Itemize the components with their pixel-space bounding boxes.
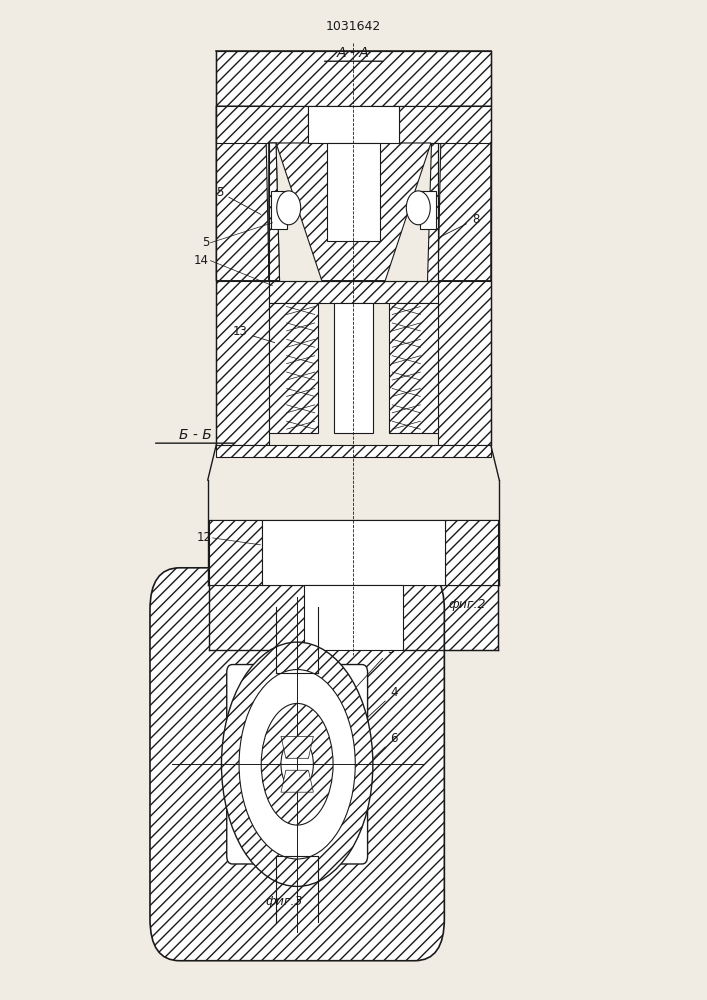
Text: 12: 12 <box>197 531 211 544</box>
Text: 5: 5 <box>201 236 209 249</box>
Polygon shape <box>445 520 498 585</box>
Ellipse shape <box>221 642 373 886</box>
Polygon shape <box>281 770 313 792</box>
Polygon shape <box>281 736 313 758</box>
Text: Б - Б: Б - Б <box>179 428 211 442</box>
Text: фиг.3: фиг.3 <box>265 895 303 908</box>
Polygon shape <box>403 585 498 650</box>
Text: 5: 5 <box>216 186 261 214</box>
Polygon shape <box>216 106 308 143</box>
Polygon shape <box>276 143 431 281</box>
Bar <box>304 585 403 650</box>
Ellipse shape <box>262 703 333 825</box>
Text: 14: 14 <box>194 254 209 267</box>
Bar <box>262 520 445 585</box>
Ellipse shape <box>239 670 355 859</box>
FancyBboxPatch shape <box>150 568 444 961</box>
Text: 8: 8 <box>322 607 387 645</box>
Text: А - А: А - А <box>337 46 370 60</box>
Ellipse shape <box>281 737 313 791</box>
Bar <box>421 191 436 229</box>
Polygon shape <box>269 281 438 303</box>
Circle shape <box>276 191 300 225</box>
Polygon shape <box>209 585 304 650</box>
Polygon shape <box>428 143 438 281</box>
Bar <box>209 520 498 585</box>
Polygon shape <box>269 303 318 433</box>
Polygon shape <box>216 445 491 457</box>
Text: 1031642: 1031642 <box>326 20 381 33</box>
Text: 13: 13 <box>233 325 275 343</box>
Circle shape <box>407 191 431 225</box>
Bar <box>334 303 373 433</box>
Polygon shape <box>389 303 438 433</box>
Bar <box>271 191 286 229</box>
Polygon shape <box>438 106 491 281</box>
Polygon shape <box>269 143 279 281</box>
Polygon shape <box>399 106 491 143</box>
Bar <box>216 51 491 106</box>
Polygon shape <box>216 281 269 445</box>
Polygon shape <box>209 520 498 585</box>
Polygon shape <box>216 106 269 281</box>
Text: 6: 6 <box>329 732 397 800</box>
Polygon shape <box>438 281 491 445</box>
Text: 5: 5 <box>354 643 395 690</box>
Bar <box>327 143 380 241</box>
Polygon shape <box>269 143 279 281</box>
Polygon shape <box>216 51 491 106</box>
Text: 8: 8 <box>439 213 479 237</box>
Text: 4: 4 <box>343 686 397 740</box>
Text: фиг.2: фиг.2 <box>448 598 486 611</box>
Bar <box>308 106 399 143</box>
Polygon shape <box>209 520 262 585</box>
FancyBboxPatch shape <box>227 665 368 864</box>
